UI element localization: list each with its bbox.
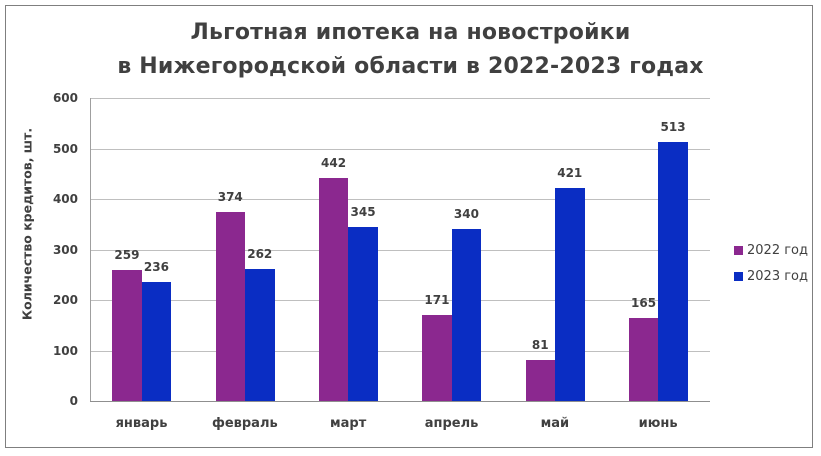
x-tick-label: март xyxy=(330,416,367,431)
bar-2023-год-январь xyxy=(141,281,172,401)
bar-2023-год-май xyxy=(555,188,585,401)
data-label: 345 xyxy=(350,204,376,219)
x-tick-label: апрель xyxy=(424,416,479,431)
x-tick-label: июнь xyxy=(638,416,678,431)
bar-2023-год-март xyxy=(348,226,378,401)
bar-2023-год-февраль xyxy=(245,268,275,401)
y-tick-label: 100 xyxy=(52,343,78,358)
bar-2022-год-февраль xyxy=(215,212,245,401)
data-label: 165 xyxy=(631,295,657,310)
bar-2023-год-апрель xyxy=(451,229,482,401)
y-tick-label: 400 xyxy=(52,192,78,206)
x-tick-label: февраль xyxy=(211,416,278,431)
y-tick-label: 200 xyxy=(52,293,78,307)
data-label: 421 xyxy=(557,166,583,181)
data-label: 171 xyxy=(424,292,450,307)
legend-swatch xyxy=(734,272,743,281)
y-tick-label: 600 xyxy=(52,91,78,105)
y-tick-label: 500 xyxy=(52,141,78,156)
x-tick-label: май xyxy=(540,416,570,431)
legend-item: 2022 год xyxy=(734,243,808,258)
data-label: 340 xyxy=(453,207,479,222)
gridline xyxy=(90,98,710,99)
legend-item: 2023 год xyxy=(734,269,808,284)
x-tick-label: январь xyxy=(115,416,168,431)
data-label: 262 xyxy=(247,246,273,261)
chart-title-line2: в Нижегородской области в 2022-2023 года… xyxy=(117,54,704,79)
gridline xyxy=(90,249,710,251)
legend-label: 2022 год xyxy=(747,243,808,258)
gridline xyxy=(90,148,710,150)
y-axis-line xyxy=(90,98,91,401)
data-label: 513 xyxy=(660,119,686,134)
y-tick-label: 0 xyxy=(69,394,78,408)
data-label: 374 xyxy=(217,190,243,205)
legend-label: 2023 год xyxy=(747,269,808,284)
y-tick-label: 300 xyxy=(52,242,78,257)
chart-title-line1: Льготная ипотека на новостройки xyxy=(190,20,631,45)
bar-2023-год-июнь xyxy=(658,141,688,401)
gridline xyxy=(90,199,710,200)
bar-2022-год-март xyxy=(318,177,349,401)
bar-2022-год-июнь xyxy=(628,317,659,401)
bar-2022-год-январь xyxy=(112,270,142,401)
data-label: 81 xyxy=(531,338,549,353)
y-axis-label: Количество кредитов, шт. xyxy=(19,127,35,321)
legend-swatch xyxy=(734,246,743,255)
data-label: 236 xyxy=(143,259,169,274)
gridline xyxy=(90,300,710,301)
gridline xyxy=(90,350,710,352)
bar-2022-год-май xyxy=(525,360,555,401)
bar-2022-год-апрель xyxy=(422,314,452,401)
data-label: 259 xyxy=(114,248,140,263)
data-label: 442 xyxy=(321,155,347,170)
x-axis-line xyxy=(90,401,710,402)
